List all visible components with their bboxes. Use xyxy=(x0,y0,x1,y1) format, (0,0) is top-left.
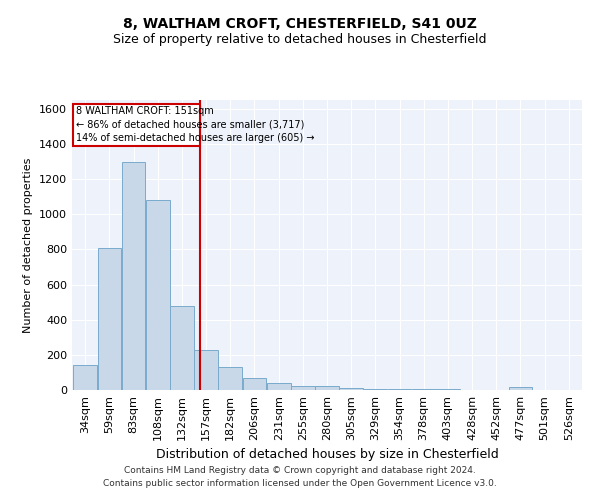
Bar xyxy=(291,386,314,390)
Bar xyxy=(267,383,290,390)
Bar xyxy=(509,388,532,390)
Bar xyxy=(315,386,339,390)
Bar xyxy=(194,350,218,390)
Bar xyxy=(146,200,170,390)
Text: ← 86% of detached houses are smaller (3,717): ← 86% of detached houses are smaller (3,… xyxy=(76,120,305,130)
Bar xyxy=(364,389,387,390)
Bar xyxy=(388,389,412,390)
Text: 8 WALTHAM CROFT: 151sqm: 8 WALTHAM CROFT: 151sqm xyxy=(76,106,214,116)
Bar xyxy=(98,248,121,390)
Bar xyxy=(218,367,242,390)
Bar xyxy=(170,306,194,390)
Text: 14% of semi-detached houses are larger (605) →: 14% of semi-detached houses are larger (… xyxy=(76,133,315,143)
Bar xyxy=(73,104,200,146)
X-axis label: Distribution of detached houses by size in Chesterfield: Distribution of detached houses by size … xyxy=(155,448,499,462)
Text: Size of property relative to detached houses in Chesterfield: Size of property relative to detached ho… xyxy=(113,32,487,46)
Bar xyxy=(122,162,145,390)
Text: 8, WALTHAM CROFT, CHESTERFIELD, S41 0UZ: 8, WALTHAM CROFT, CHESTERFIELD, S41 0UZ xyxy=(123,18,477,32)
Bar xyxy=(340,388,363,390)
Text: Contains HM Land Registry data © Crown copyright and database right 2024.
Contai: Contains HM Land Registry data © Crown c… xyxy=(103,466,497,487)
Bar xyxy=(242,378,266,390)
Bar xyxy=(73,366,97,390)
Y-axis label: Number of detached properties: Number of detached properties xyxy=(23,158,34,332)
